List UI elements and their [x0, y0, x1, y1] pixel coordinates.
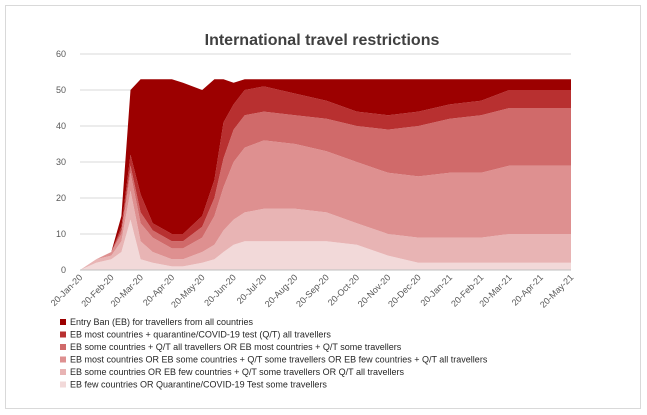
legend-label: EB some countries OR EB few countries + …: [70, 367, 405, 377]
area-series-band: [80, 108, 571, 270]
y-tick-label: 10: [56, 229, 66, 239]
y-tick-label: 40: [56, 121, 66, 131]
legend: Entry Ban (EB) for travellers from all c…: [60, 317, 488, 390]
chart-title: International travel restrictions: [205, 32, 440, 49]
area-series-band: [80, 79, 571, 270]
legend-label: EB some countries + Q/T all travellers O…: [70, 342, 402, 352]
legend-label: EB most countries OR EB some countries +…: [70, 355, 488, 365]
y-tick-label: 30: [56, 157, 66, 167]
legend-swatch: [60, 369, 66, 375]
area-series-band: [80, 140, 571, 270]
legend-label: EB few countries OR Quarantine/COVID-19 …: [70, 380, 327, 390]
legend-swatch: [60, 356, 66, 363]
legend-swatch: [60, 381, 66, 388]
y-tick-label: 0: [61, 265, 66, 275]
x-tick-label: 20-Sep-20: [294, 272, 331, 309]
area-series-band: [80, 190, 571, 270]
y-tick-label: 60: [56, 49, 66, 59]
y-tick-label: 20: [56, 193, 66, 203]
legend-swatch: [60, 331, 66, 338]
x-tick-label: 20-Jun-20: [202, 272, 238, 308]
x-tick-label: 20-Aug-20: [263, 272, 300, 309]
area-series-band: [80, 219, 571, 270]
area-series-band: [80, 86, 571, 271]
area-series: [80, 79, 571, 271]
legend-swatch: [60, 344, 66, 350]
legend-label: Entry Ban (EB) for travellers from all c…: [70, 317, 254, 327]
legend-swatch: [60, 319, 66, 325]
x-tick-label: 20-Dec-20: [386, 272, 423, 309]
legend-label: EB most countries + quarantine/COVID-19 …: [70, 330, 331, 340]
y-tick-label: 50: [56, 85, 66, 95]
